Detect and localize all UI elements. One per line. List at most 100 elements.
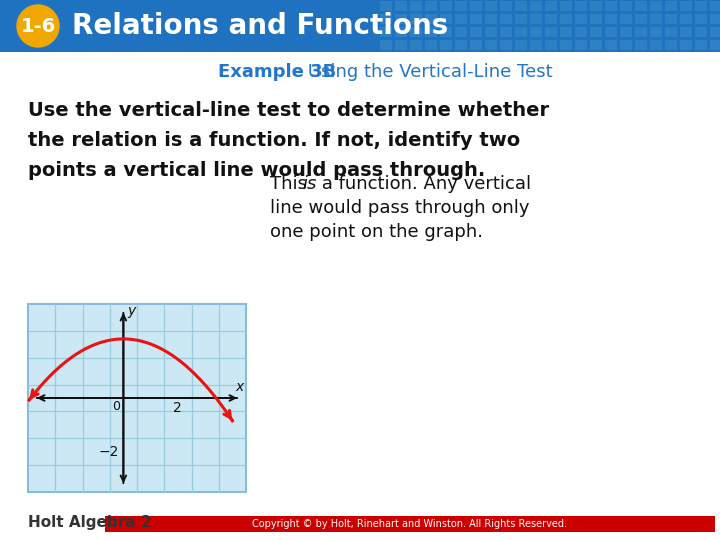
Text: x: x: [235, 380, 243, 394]
FancyBboxPatch shape: [575, 14, 587, 24]
Text: Using the Vertical-Line Test: Using the Vertical-Line Test: [302, 63, 553, 81]
FancyBboxPatch shape: [560, 14, 572, 24]
FancyBboxPatch shape: [620, 1, 632, 11]
FancyBboxPatch shape: [485, 1, 497, 11]
FancyBboxPatch shape: [395, 27, 407, 37]
FancyBboxPatch shape: [425, 1, 437, 11]
Text: line would pass through only: line would pass through only: [270, 199, 529, 217]
Text: points a vertical line would pass through.: points a vertical line would pass throug…: [28, 160, 485, 179]
FancyBboxPatch shape: [575, 27, 587, 37]
FancyBboxPatch shape: [545, 27, 557, 37]
FancyBboxPatch shape: [560, 27, 572, 37]
FancyBboxPatch shape: [620, 40, 632, 50]
FancyBboxPatch shape: [440, 40, 452, 50]
FancyBboxPatch shape: [28, 304, 246, 492]
Text: Copyright © by Holt, Rinehart and Winston. All Rights Reserved.: Copyright © by Holt, Rinehart and Winsto…: [253, 519, 567, 529]
FancyBboxPatch shape: [395, 40, 407, 50]
FancyBboxPatch shape: [425, 40, 437, 50]
Circle shape: [17, 5, 59, 47]
FancyBboxPatch shape: [650, 27, 662, 37]
FancyBboxPatch shape: [710, 1, 720, 11]
FancyBboxPatch shape: [470, 40, 482, 50]
FancyBboxPatch shape: [545, 40, 557, 50]
Text: Example 3B: Example 3B: [218, 63, 336, 81]
FancyBboxPatch shape: [695, 14, 707, 24]
FancyBboxPatch shape: [620, 14, 632, 24]
FancyBboxPatch shape: [380, 27, 392, 37]
FancyBboxPatch shape: [440, 27, 452, 37]
Text: one point on the graph.: one point on the graph.: [270, 223, 483, 241]
FancyBboxPatch shape: [425, 27, 437, 37]
FancyBboxPatch shape: [605, 14, 617, 24]
FancyBboxPatch shape: [500, 1, 512, 11]
FancyBboxPatch shape: [650, 14, 662, 24]
FancyBboxPatch shape: [575, 1, 587, 11]
FancyBboxPatch shape: [485, 40, 497, 50]
Text: −2: −2: [98, 445, 119, 458]
Text: a function. Any vertical: a function. Any vertical: [316, 175, 531, 193]
FancyBboxPatch shape: [680, 40, 692, 50]
FancyBboxPatch shape: [470, 27, 482, 37]
FancyBboxPatch shape: [395, 1, 407, 11]
FancyBboxPatch shape: [605, 27, 617, 37]
Text: Relations and Functions: Relations and Functions: [72, 12, 449, 40]
FancyBboxPatch shape: [560, 40, 572, 50]
FancyBboxPatch shape: [470, 1, 482, 11]
FancyBboxPatch shape: [695, 27, 707, 37]
FancyBboxPatch shape: [635, 40, 647, 50]
Text: 0: 0: [112, 401, 120, 414]
FancyBboxPatch shape: [455, 1, 467, 11]
FancyBboxPatch shape: [590, 1, 602, 11]
FancyBboxPatch shape: [650, 40, 662, 50]
Text: the relation is a function. If not, identify two: the relation is a function. If not, iden…: [28, 131, 521, 150]
FancyBboxPatch shape: [515, 27, 527, 37]
FancyBboxPatch shape: [575, 40, 587, 50]
FancyBboxPatch shape: [665, 40, 677, 50]
FancyBboxPatch shape: [455, 14, 467, 24]
FancyBboxPatch shape: [440, 14, 452, 24]
Text: Use the vertical-line test to determine whether: Use the vertical-line test to determine …: [28, 100, 549, 119]
FancyBboxPatch shape: [410, 40, 422, 50]
FancyBboxPatch shape: [560, 1, 572, 11]
FancyBboxPatch shape: [410, 27, 422, 37]
FancyBboxPatch shape: [605, 40, 617, 50]
FancyBboxPatch shape: [680, 27, 692, 37]
Text: 1-6: 1-6: [20, 17, 55, 36]
Text: is: is: [302, 175, 316, 193]
FancyBboxPatch shape: [620, 27, 632, 37]
FancyBboxPatch shape: [515, 40, 527, 50]
FancyBboxPatch shape: [530, 1, 542, 11]
FancyBboxPatch shape: [105, 516, 715, 532]
FancyBboxPatch shape: [380, 40, 392, 50]
FancyBboxPatch shape: [440, 1, 452, 11]
FancyBboxPatch shape: [665, 14, 677, 24]
FancyBboxPatch shape: [455, 40, 467, 50]
FancyBboxPatch shape: [695, 1, 707, 11]
FancyBboxPatch shape: [590, 27, 602, 37]
FancyBboxPatch shape: [590, 14, 602, 24]
Text: Holt Algebra 2: Holt Algebra 2: [28, 515, 152, 530]
FancyBboxPatch shape: [410, 14, 422, 24]
FancyBboxPatch shape: [635, 14, 647, 24]
FancyBboxPatch shape: [710, 14, 720, 24]
FancyBboxPatch shape: [470, 14, 482, 24]
FancyBboxPatch shape: [530, 40, 542, 50]
FancyBboxPatch shape: [515, 1, 527, 11]
FancyBboxPatch shape: [635, 27, 647, 37]
FancyBboxPatch shape: [530, 14, 542, 24]
FancyBboxPatch shape: [500, 27, 512, 37]
Text: This: This: [270, 175, 312, 193]
FancyBboxPatch shape: [0, 0, 720, 52]
FancyBboxPatch shape: [395, 14, 407, 24]
FancyBboxPatch shape: [485, 27, 497, 37]
Text: 2: 2: [174, 401, 182, 415]
FancyBboxPatch shape: [710, 27, 720, 37]
FancyBboxPatch shape: [410, 1, 422, 11]
FancyBboxPatch shape: [500, 14, 512, 24]
FancyBboxPatch shape: [650, 1, 662, 11]
FancyBboxPatch shape: [545, 1, 557, 11]
FancyBboxPatch shape: [425, 14, 437, 24]
FancyBboxPatch shape: [635, 1, 647, 11]
FancyBboxPatch shape: [485, 14, 497, 24]
FancyBboxPatch shape: [455, 27, 467, 37]
